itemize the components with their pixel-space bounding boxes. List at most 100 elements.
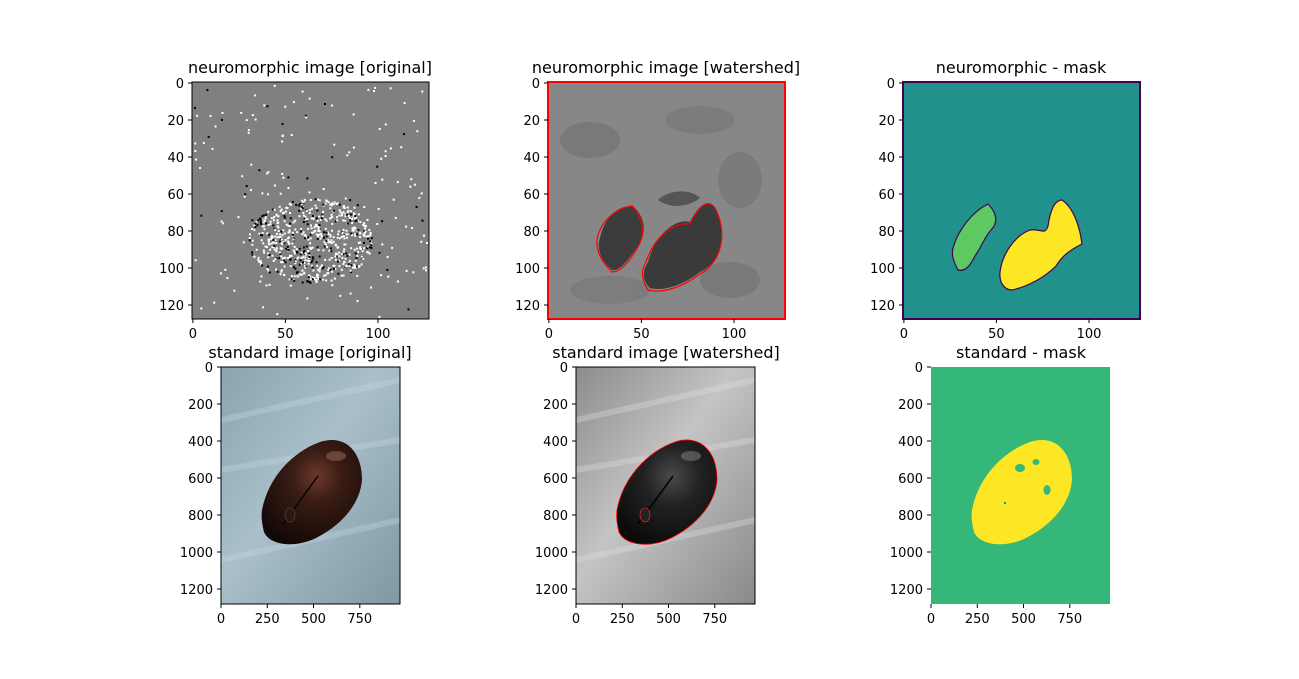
event-pixel	[250, 228, 253, 230]
y-tick-label: 100	[515, 262, 540, 277]
event-pixel	[335, 203, 338, 205]
event-pixel	[200, 214, 203, 217]
x-tick-label: 0	[927, 612, 935, 627]
event-pixel	[343, 207, 346, 209]
event-pixel	[318, 229, 321, 232]
event-pixel	[353, 226, 356, 229]
event-pixel	[307, 236, 310, 239]
event-pixel	[248, 237, 251, 239]
event-pixel	[280, 208, 283, 211]
event-pixel	[339, 294, 342, 297]
event-pixel	[257, 256, 260, 259]
event-pixel	[264, 213, 267, 216]
event-pixel	[306, 280, 309, 283]
event-pixel	[363, 222, 366, 225]
event-pixel	[206, 89, 209, 92]
event-pixel	[279, 273, 282, 276]
event-pixel	[363, 206, 366, 208]
event-pixel	[353, 212, 356, 215]
event-pixel	[259, 217, 261, 220]
event-pixel	[276, 225, 279, 228]
event-pixel	[309, 275, 312, 278]
event-pixel	[352, 266, 355, 269]
event-pixel	[251, 251, 253, 254]
event-pixel	[357, 241, 360, 244]
event-pixel	[301, 281, 304, 284]
x-tick-label: 750	[347, 612, 372, 627]
event-pixel	[342, 274, 345, 277]
event-pixel	[310, 261, 313, 264]
event-pixel	[359, 241, 362, 244]
event-pixel	[349, 292, 352, 295]
event-pixel	[354, 259, 357, 262]
event-pixel	[326, 231, 329, 234]
event-pixel	[262, 249, 265, 252]
event-pixel	[281, 257, 284, 260]
event-pixel	[286, 257, 289, 259]
event-pixel	[316, 273, 318, 276]
event-pixel	[295, 248, 298, 251]
event-pixel	[322, 278, 325, 281]
y-axis: 0 20 40 60 80 100 120	[870, 77, 903, 314]
y-tick-label: 200	[898, 398, 923, 413]
event-pixel	[348, 264, 351, 267]
x-tick-label: 0	[900, 327, 908, 342]
event-pixel	[354, 234, 357, 237]
y-tick-label: 600	[543, 472, 568, 487]
event-pixel	[303, 250, 306, 252]
event-pixel	[418, 196, 421, 199]
smooth-blobs	[560, 106, 762, 304]
event-pixel	[355, 233, 358, 236]
event-pixel	[353, 214, 355, 217]
panel-title: standard image [original]	[208, 343, 411, 362]
event-pixel	[199, 167, 201, 169]
event-pixel	[342, 204, 345, 207]
event-pixel	[324, 227, 327, 230]
event-pixel	[325, 240, 328, 243]
event-pixel	[280, 238, 283, 241]
event-pixel	[384, 150, 387, 153]
event-pixel	[285, 223, 288, 226]
x-tick-label: 250	[965, 612, 990, 627]
event-pixel	[283, 211, 286, 214]
event-pixel	[363, 235, 366, 238]
event-pixel	[381, 220, 384, 223]
event-pixel	[300, 262, 302, 265]
event-pixel	[330, 202, 333, 205]
event-pixel	[336, 202, 339, 205]
event-pixel	[296, 251, 299, 254]
event-pixel	[354, 266, 357, 269]
event-pixel	[249, 233, 251, 236]
event-pixel	[359, 246, 362, 249]
event-pixel	[292, 221, 295, 224]
event-pixel	[291, 200, 294, 203]
event-pixel	[267, 256, 270, 259]
event-pixel	[352, 146, 355, 149]
event-pixel	[376, 165, 379, 168]
event-pixel	[317, 274, 320, 277]
event-pixel	[381, 243, 384, 246]
event-pixel	[318, 267, 321, 270]
event-pixel	[344, 215, 347, 218]
event-pixel	[298, 263, 301, 266]
x-tick-label: 50	[988, 327, 1005, 342]
event-pixel	[359, 221, 362, 223]
event-pixel	[305, 235, 307, 238]
event-pixel	[332, 203, 335, 206]
event-pixel	[271, 254, 274, 257]
x-tick-label: 100	[722, 327, 747, 342]
event-pixel	[200, 307, 203, 310]
event-pixel	[319, 266, 322, 269]
event-pixel	[354, 232, 357, 235]
event-pixel	[272, 241, 275, 244]
event-pixel	[338, 259, 341, 262]
event-pixel	[412, 271, 415, 274]
event-pixel	[369, 231, 372, 234]
event-pixel	[308, 209, 311, 212]
event-pixel	[314, 198, 317, 201]
y-tick-label: 120	[515, 299, 540, 314]
event-pixel	[312, 215, 314, 217]
y-tick-label: 0	[532, 77, 540, 92]
event-pixel	[280, 255, 283, 258]
event-pixel	[314, 229, 317, 232]
